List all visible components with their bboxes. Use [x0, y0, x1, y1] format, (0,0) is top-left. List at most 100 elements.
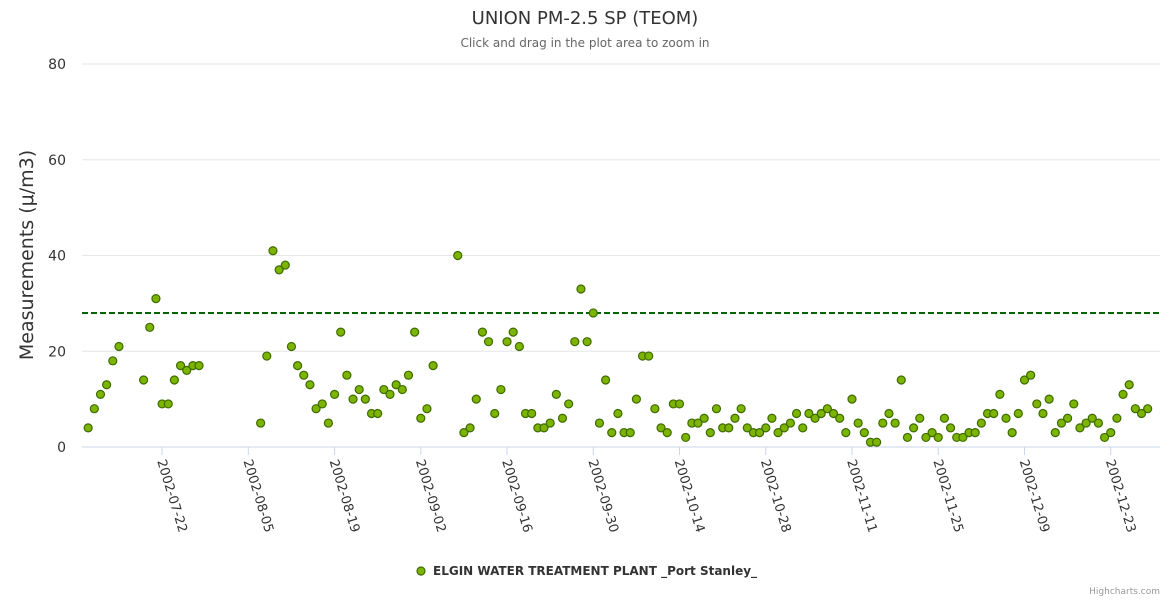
data-point[interactable] — [514, 341, 524, 352]
data-point[interactable] — [422, 404, 432, 414]
data-point[interactable] — [847, 394, 857, 404]
data-point[interactable] — [594, 418, 605, 428]
data-point[interactable] — [360, 394, 370, 404]
data-point[interactable] — [1056, 418, 1067, 428]
data-point[interactable] — [502, 337, 512, 347]
data-point[interactable] — [736, 404, 746, 414]
data-point[interactable] — [1013, 408, 1023, 419]
data-point[interactable] — [416, 413, 426, 423]
data-point[interactable] — [853, 418, 863, 428]
data-point[interactable] — [108, 356, 118, 366]
data-point[interactable] — [1026, 370, 1036, 380]
data-point[interactable] — [754, 428, 765, 438]
data-point[interactable] — [976, 418, 986, 428]
data-point[interactable] — [995, 389, 1005, 399]
data-point[interactable] — [1062, 413, 1073, 423]
data-point[interactable] — [693, 418, 703, 428]
data-point[interactable] — [490, 408, 500, 419]
data-point[interactable] — [588, 308, 598, 318]
data-point[interactable] — [311, 404, 321, 414]
data-point[interactable] — [151, 293, 161, 304]
data-point[interactable] — [342, 370, 352, 380]
data-point[interactable] — [305, 380, 315, 390]
data-point[interactable] — [323, 418, 333, 428]
data-point[interactable] — [1001, 413, 1011, 423]
data-point[interactable] — [1038, 408, 1048, 419]
data-point[interactable] — [742, 423, 752, 433]
data-point[interactable] — [1118, 389, 1128, 399]
data-point[interactable] — [835, 413, 845, 423]
data-point[interactable] — [915, 413, 925, 423]
data-point[interactable] — [1124, 380, 1134, 390]
data-point[interactable] — [631, 394, 642, 404]
data-point[interactable] — [95, 389, 106, 399]
data-point[interactable] — [477, 327, 487, 337]
data-point[interactable] — [551, 389, 561, 399]
data-point[interactable] — [724, 423, 734, 433]
data-point[interactable] — [1093, 418, 1104, 428]
data-point[interactable] — [600, 375, 611, 385]
data-point[interactable] — [859, 428, 869, 438]
data-point[interactable] — [896, 375, 906, 385]
data-point[interactable] — [1130, 404, 1140, 414]
data-point[interactable] — [674, 399, 685, 409]
data-point[interactable] — [354, 384, 364, 395]
data-point[interactable] — [194, 361, 204, 371]
data-point[interactable] — [902, 432, 913, 443]
data-point[interactable] — [945, 423, 956, 433]
legend-label[interactable]: ELGIN WATER TREATMENT PLANT _Port Stanle… — [433, 564, 757, 579]
data-point[interactable] — [841, 428, 851, 438]
data-point[interactable] — [1007, 428, 1017, 438]
data-point[interactable] — [884, 408, 894, 419]
data-point[interactable] — [453, 250, 463, 261]
data-point[interactable] — [1019, 375, 1030, 385]
data-point[interactable] — [1087, 413, 1097, 423]
data-point[interactable] — [822, 404, 832, 414]
data-point[interactable] — [89, 404, 99, 414]
data-point[interactable] — [403, 370, 414, 380]
data-point[interactable] — [564, 399, 574, 409]
data-point[interactable] — [681, 432, 691, 443]
data-point[interactable] — [958, 432, 968, 443]
data-point[interactable] — [933, 432, 943, 443]
data-point[interactable] — [1044, 394, 1054, 404]
data-point[interactable] — [785, 418, 796, 428]
data-point[interactable] — [397, 384, 407, 395]
data-point[interactable] — [810, 413, 820, 423]
data-point[interactable] — [139, 375, 149, 385]
data-point[interactable] — [582, 337, 592, 347]
data-point[interactable] — [644, 351, 654, 361]
data-point[interactable] — [527, 408, 537, 419]
legend[interactable]: ELGIN WATER TREATMENT PLANT _Port Stanle… — [416, 564, 757, 579]
data-point[interactable] — [890, 418, 900, 428]
data-point[interactable] — [798, 423, 808, 433]
data-point[interactable] — [1069, 399, 1079, 409]
data-point[interactable] — [169, 375, 179, 385]
data-point[interactable] — [1099, 432, 1110, 443]
data-point[interactable] — [329, 389, 340, 399]
data-point[interactable] — [286, 341, 297, 352]
data-point[interactable] — [83, 423, 93, 433]
data-point[interactable] — [379, 384, 389, 395]
data-point[interactable] — [336, 327, 346, 337]
data-point[interactable] — [391, 380, 401, 390]
data-point[interactable] — [607, 428, 617, 438]
data-point[interactable] — [662, 428, 672, 438]
data-point[interactable] — [1081, 418, 1091, 428]
data-point[interactable] — [970, 428, 980, 438]
data-point[interactable] — [539, 423, 549, 433]
data-point[interactable] — [816, 408, 826, 419]
data-point[interactable] — [1112, 413, 1122, 423]
data-point[interactable] — [939, 413, 950, 423]
data-point[interactable] — [625, 428, 635, 438]
data-point[interactable] — [773, 428, 783, 438]
credits-link[interactable]: Highcharts.com — [1089, 587, 1160, 597]
data-point[interactable] — [828, 408, 839, 419]
data-point[interactable] — [385, 389, 395, 399]
data-point[interactable] — [262, 351, 272, 361]
data-points[interactable] — [83, 246, 1153, 447]
data-point[interactable] — [483, 337, 494, 347]
data-point[interactable] — [705, 428, 715, 438]
data-point[interactable] — [280, 260, 290, 270]
